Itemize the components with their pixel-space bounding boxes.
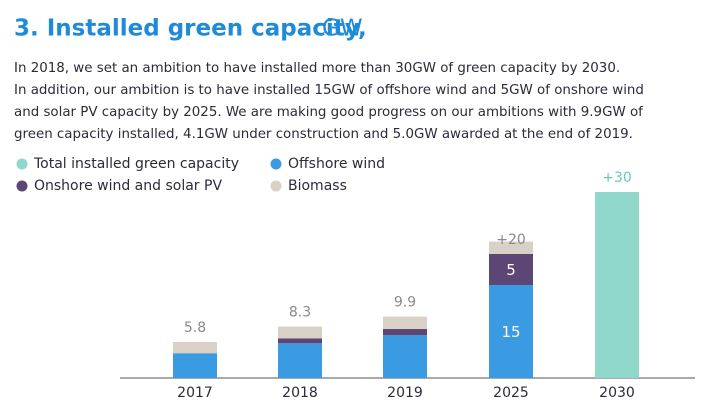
x-tick-label: 2030 <box>599 385 635 401</box>
legend-marker <box>16 180 28 192</box>
segment-label: 15 <box>501 323 520 341</box>
total-label: 9.9 <box>394 295 416 311</box>
bar-segment <box>383 316 427 330</box>
bar-segment <box>278 343 322 378</box>
total-label: 5.8 <box>184 320 206 336</box>
bar-segment <box>489 285 533 378</box>
description-line: In 2018, we set an ambition to have inst… <box>14 61 620 76</box>
legend-label: Biomass <box>288 178 347 194</box>
chart-unit: GW <box>322 16 363 42</box>
total-label: +20 <box>496 232 526 248</box>
bar-segment <box>383 329 427 336</box>
description-line: In addition, our ambition is to have ins… <box>14 83 644 98</box>
description-line: and solar PV capacity by 2025. We are ma… <box>14 105 643 120</box>
x-tick-label: 2017 <box>177 385 213 401</box>
bar-segment <box>173 342 217 354</box>
bar-segment <box>383 335 427 378</box>
segment-label: 5 <box>506 261 516 279</box>
x-tick-label: 2018 <box>282 385 318 401</box>
legend-label: Offshore wind <box>288 156 385 172</box>
legend-marker <box>270 180 282 192</box>
bar-segment <box>278 338 322 344</box>
x-tick-label: 2019 <box>387 385 423 401</box>
total-label: 8.3 <box>289 305 311 321</box>
description-line: green capacity installed, 4.1GW under co… <box>14 127 633 142</box>
bar-segment <box>489 254 533 285</box>
legend-marker <box>16 158 28 170</box>
chart-title: 3. Installed green capacity, <box>14 16 367 42</box>
legend-marker <box>270 158 282 170</box>
legend-label: Total installed green capacity <box>33 156 239 172</box>
total-label: +30 <box>602 170 632 186</box>
bar-segment <box>278 326 322 339</box>
bar-segment <box>595 192 639 378</box>
bar-segment <box>173 353 217 378</box>
bar-segment <box>489 241 533 254</box>
legend-label: Onshore wind and solar PV <box>34 178 222 194</box>
x-tick-label: 2025 <box>493 385 529 401</box>
